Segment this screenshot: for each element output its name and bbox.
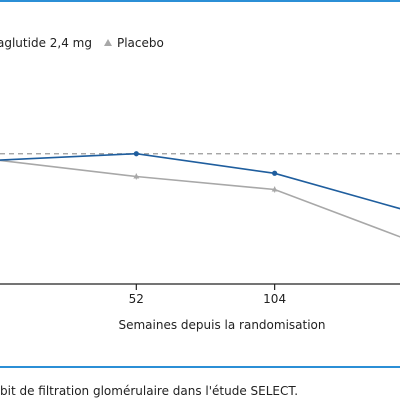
x-axis-title: Semaines depuis la randomisation [118, 318, 326, 332]
data-point-placebo-52 [133, 173, 140, 179]
figure-caption: bit de filtration glomérulaire dans l'ét… [0, 384, 299, 398]
series-line-placebo [0, 159, 400, 238]
top-frame-rule [0, 0, 400, 2]
series-line-semaglutide [0, 152, 400, 210]
legend-label-semaglutide: aglutide 2,4 mg [0, 36, 92, 50]
x-tick-label-52: 52 [129, 292, 144, 306]
bottom-frame-rule [0, 366, 400, 368]
data-point-placebo-104 [271, 186, 278, 192]
placebo-triangle-icon [103, 38, 112, 46]
legend-label-placebo: Placebo [116, 36, 164, 50]
x-tick-label-104: 104 [263, 292, 286, 306]
data-point-semaglutide-52 [133, 151, 139, 157]
data-point-semaglutide-104 [272, 170, 278, 176]
chart-legend: aglutide 2,4 mg Placebo [0, 34, 164, 52]
